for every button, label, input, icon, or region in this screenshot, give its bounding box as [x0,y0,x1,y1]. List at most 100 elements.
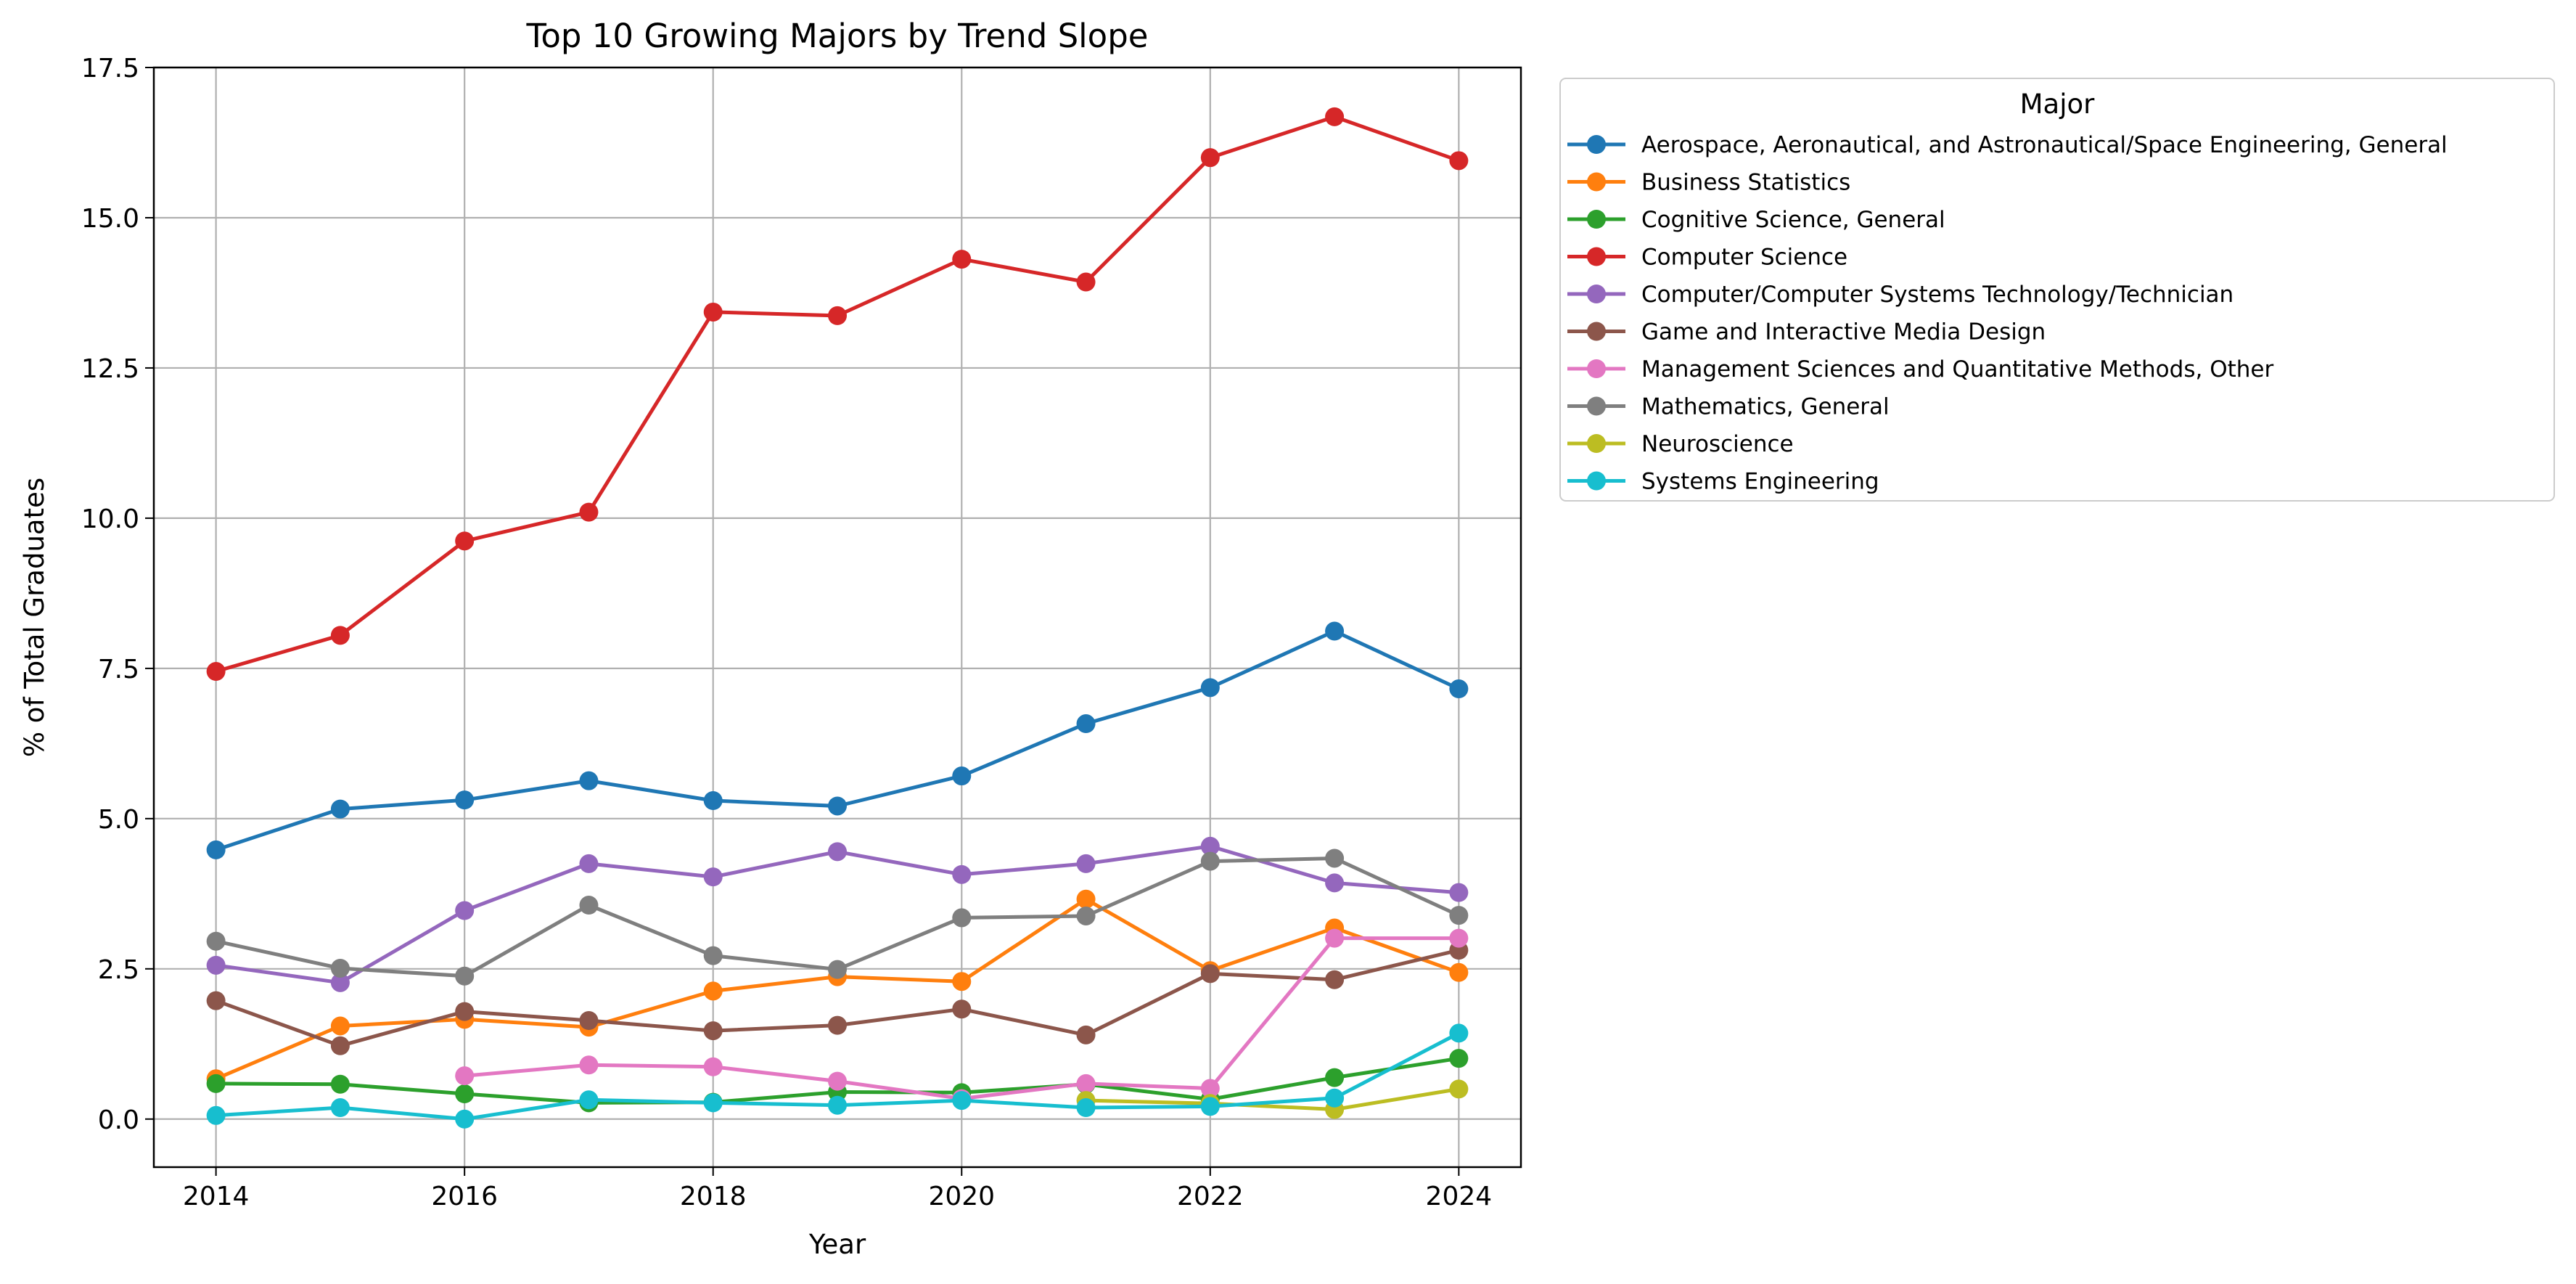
data-point [703,302,723,322]
data-point [1325,1088,1345,1108]
series-3 [206,107,1469,682]
data-point [703,1021,723,1041]
data-point [455,790,475,810]
data-point [206,1105,226,1125]
series-1 [206,889,1469,1089]
data-point [952,1091,972,1111]
data-point [330,1074,350,1094]
y-axis: 0.0 2.5 5.0 7.5 10.0 12.5 15.0 17.5 [81,54,154,1135]
series-line [216,856,1460,978]
legend-swatch-marker [1587,210,1606,229]
legend-label: Aerospace, Aeronautical, and Astronautic… [1641,132,2448,158]
legend-label: Game and Interactive Media Design [1641,319,2046,345]
data-point [828,1095,847,1115]
y-tick-label: 2.5 [98,955,139,985]
x-tick-label: 2018 [680,1182,747,1211]
legend-label: Management Sciences and Quantitative Met… [1641,356,2273,383]
data-point [703,1057,723,1076]
data-point [206,1074,226,1093]
legend-swatch-marker [1587,135,1606,154]
series-5 [206,941,1469,1055]
data-point [1449,679,1469,699]
y-tick-label: 15.0 [81,204,139,234]
data-point [1325,848,1345,868]
legend-label: Mathematics, General [1641,394,1890,420]
data-point [1076,1025,1096,1044]
data-point [952,864,972,884]
legend-title: Major [2020,89,2096,120]
data-point [206,931,226,951]
data-point [330,1036,350,1055]
data-point [206,991,226,1010]
legend-item: Neuroscience [1567,431,1794,457]
data-point [952,999,972,1019]
legend-item: Game and Interactive Media Design [1567,319,2046,345]
legend-item: Aerospace, Aeronautical, and Astronautic… [1567,132,2448,158]
legend-swatch-marker [1587,247,1606,266]
data-point [206,662,226,682]
legend-swatch-marker [1587,322,1606,341]
legend-item: Mathematics, General [1567,394,1890,420]
data-point [455,1084,475,1103]
legend-swatch-marker [1587,471,1606,491]
legend-item: Systems Engineering [1567,469,1879,495]
data-point [330,1098,350,1118]
series-0 [206,621,1469,859]
data-point [206,840,226,859]
legend-box [1559,78,2555,502]
legend-swatch-marker [1587,285,1606,303]
y-tick-label: 5.0 [98,805,139,835]
data-point [1325,970,1345,989]
legend-swatch-marker [1587,434,1606,453]
data-point [703,1093,723,1113]
data-point [206,955,226,975]
series-layer [206,107,1469,1129]
legend-label: Neuroscience [1641,431,1794,457]
data-point [828,306,847,325]
data-point [579,1090,599,1110]
series-line [215,897,1460,1081]
plot-frame [152,66,1522,1169]
data-point [330,799,350,819]
x-tick-label: 2024 [1426,1182,1493,1211]
data-point [1076,1098,1096,1118]
data-point [579,771,599,790]
data-point [1076,906,1096,925]
x-axis-label: Year [808,1229,866,1260]
data-point [455,901,475,920]
data-point [1076,272,1096,292]
data-point [828,1071,847,1091]
data-point [1076,714,1096,734]
legend-swatch-marker [1587,396,1606,416]
x-axis: 2014 2016 2018 2020 2022 2024 [183,1167,1492,1211]
legend-item: Computer/Computer Systems Technology/Tec… [1567,282,2234,308]
data-point [828,842,847,862]
data-point [1076,889,1096,909]
y-tick-label: 7.5 [98,655,139,684]
legend-label: Systems Engineering [1641,469,1879,495]
data-point [703,867,723,887]
y-tick-label: 17.5 [81,54,139,83]
chart-title: Top 10 Growing Majors by Trend Slope [526,17,1149,55]
data-point [952,250,972,269]
data-point [1200,1079,1220,1098]
x-tick-label: 2016 [431,1182,498,1211]
data-point [1449,883,1469,902]
data-point [1325,1068,1345,1087]
data-point [1449,928,1469,948]
data-point [579,1055,599,1075]
data-point [703,791,723,810]
data-point [1325,621,1345,641]
y-tick-label: 0.0 [98,1105,139,1135]
legend-item: Computer Science [1567,245,1847,271]
series-line [1086,1087,1459,1111]
data-point [1076,1074,1096,1093]
data-point [330,626,350,645]
data-point [455,1066,475,1086]
legend-items: Aerospace, Aeronautical, and Astronautic… [1567,132,2448,495]
grid [154,66,1521,1167]
data-point [330,1016,350,1036]
data-point [952,908,972,928]
data-point [1200,148,1220,168]
